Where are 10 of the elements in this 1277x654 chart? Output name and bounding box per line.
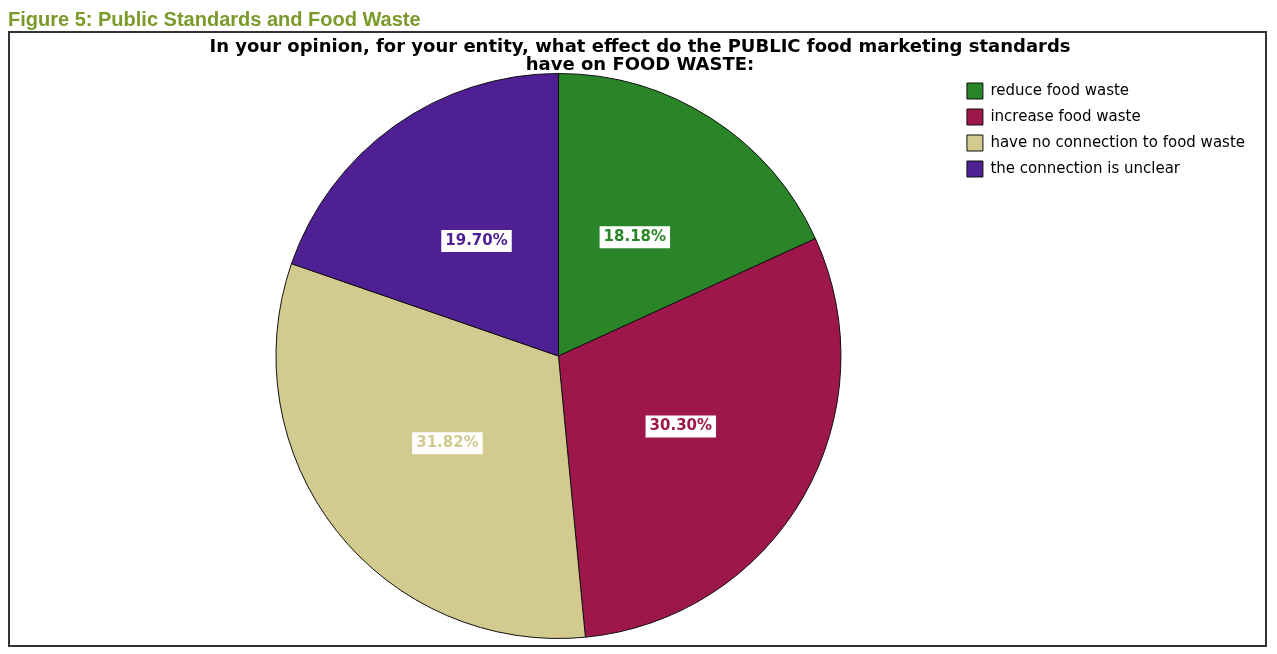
data-label: 30.30%	[649, 416, 713, 435]
data-label: 18.18%	[603, 227, 667, 246]
legend-label: reduce food waste	[990, 80, 1130, 99]
legend-label: the connection is unclear	[990, 158, 1181, 177]
data-label: 19.70%	[445, 230, 508, 249]
legend-label: increase food waste	[990, 106, 1141, 125]
caption: Figure 5: Public Standards and Food Waste	[8, 8, 422, 31]
chart-title: In your opinion, for your entity, what effect do the PUBLIC food marketing standards have on FOOD WASTE:	[208, 35, 1072, 74]
legend-label: have no connection to food waste	[990, 132, 1245, 151]
data-label: 31.82%	[416, 433, 479, 452]
